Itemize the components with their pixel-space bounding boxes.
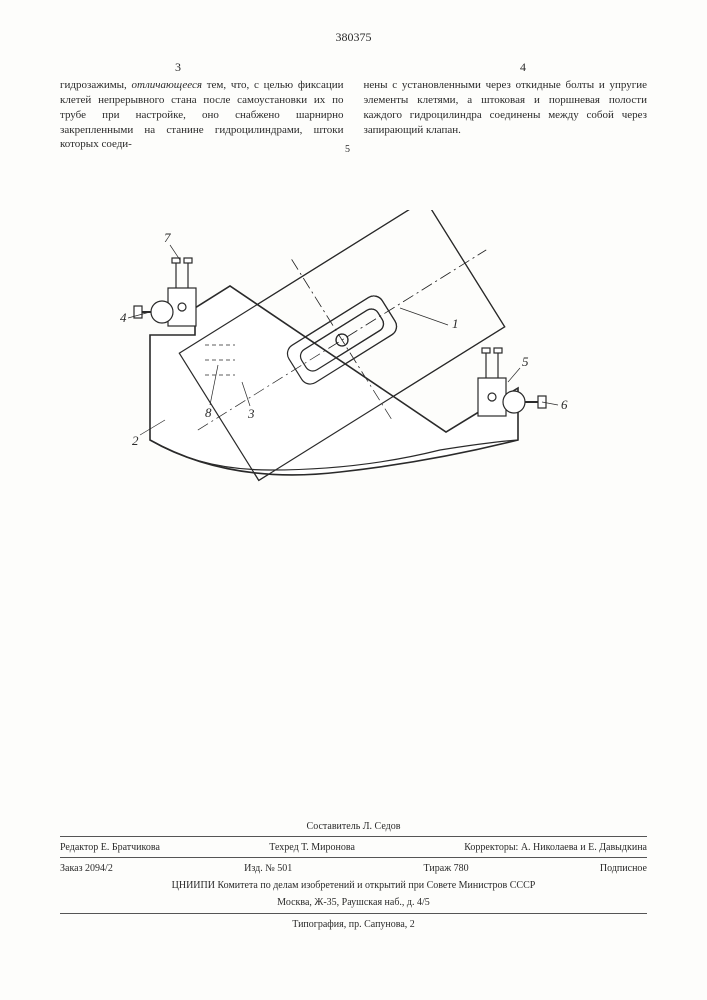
body-column-right: нены с установленными через откидные бол…: [364, 78, 648, 152]
tirage: Тираж 780: [424, 861, 469, 876]
diagram-label-4: 4: [120, 310, 127, 325]
typography-line: Типография, пр. Сапунова, 2: [60, 913, 647, 932]
editor: Редактор Е. Братчикова: [60, 840, 160, 855]
diagram-label-8: 8: [205, 405, 212, 420]
diagram-label-1: 1: [452, 316, 459, 331]
line-number-marker: 5: [345, 144, 350, 155]
technical-drawing: 1 2 3 4 5 6 7 8: [110, 210, 575, 505]
column-number-right: 4: [520, 60, 526, 75]
diagram-label-3: 3: [247, 406, 255, 421]
org-row: ЦНИИПИ Комитета по делам изобретений и о…: [60, 878, 647, 893]
compiler-line: Составитель Л. Седов: [60, 819, 647, 834]
diagram-label-7: 7: [164, 230, 171, 245]
diagram-label-2: 2: [132, 433, 139, 448]
techred: Техред Т. Миронова: [269, 840, 355, 855]
body-left-text: гидрозажимы, отличающееся тем, что, с це…: [60, 79, 344, 150]
diagram-label-5: 5: [522, 354, 529, 369]
order-num: Заказ 2094/2: [60, 861, 113, 876]
org-address: Москва, Ж-35, Раушская наб., д. 4/5: [60, 895, 647, 910]
izd-num: Изд. № 501: [244, 861, 292, 876]
imprint-footer: Составитель Л. Седов Редактор Е. Братчик…: [60, 819, 647, 932]
corrector: Корректоры: А. Николаева и Е. Давыдкина: [464, 840, 647, 855]
subscription: Подписное: [600, 861, 647, 876]
body-text: гидрозажимы, отличающееся тем, что, с це…: [60, 78, 647, 152]
org-name: ЦНИИПИ Комитета по делам изобретений и о…: [172, 878, 536, 893]
order-row: Заказ 2094/2 Изд. № 501 Тираж 780 Подпис…: [60, 857, 647, 876]
body-column-left: гидрозажимы, отличающееся тем, что, с це…: [60, 78, 344, 152]
editorial-row: Редактор Е. Братчикова Техред Т. Миронов…: [60, 836, 647, 855]
column-number-left: 3: [175, 60, 181, 75]
patent-number: 380375: [336, 30, 372, 45]
diagram-label-6: 6: [561, 397, 568, 412]
